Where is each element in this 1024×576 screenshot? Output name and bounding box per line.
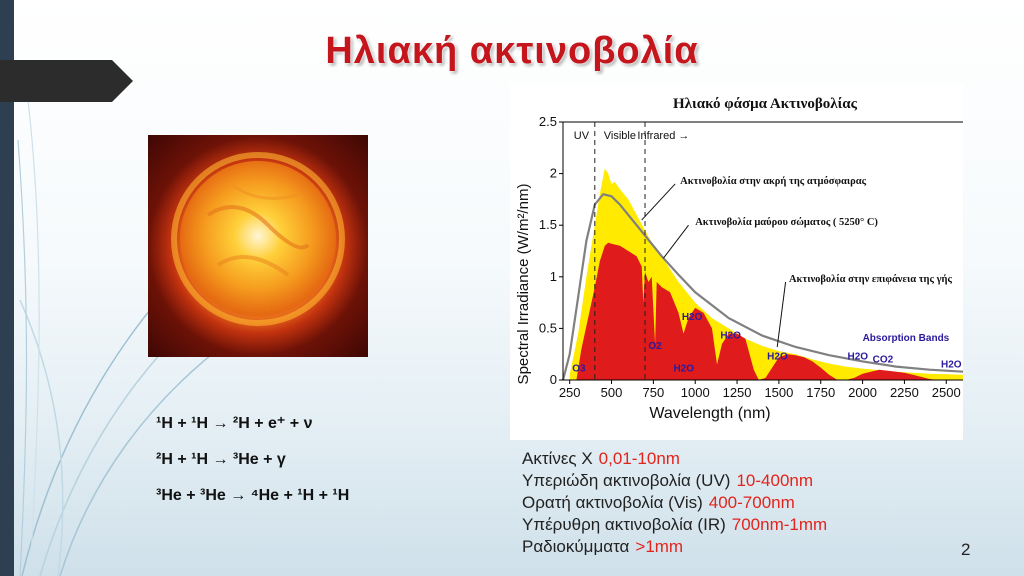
chart-annotation-3: Absorption Bands: [863, 333, 950, 344]
y-axis-label: Spectral Irradiance (W/m²/nm): [515, 184, 532, 385]
series-surface: [576, 242, 963, 380]
chart-annotation-10: H2O: [848, 351, 869, 362]
region-label: Infrared →: [637, 130, 689, 142]
chart-svg: Ηλιακό φάσμα Ακτινοβολίας UV Visible Infra…: [515, 96, 964, 422]
y-tick-label: 1.5: [539, 217, 557, 232]
radiation-ranges-list: Ακτίνες Χ 0,01-10nm Υπεριώδη ακτινοβολία …: [522, 448, 827, 558]
region-label: Visible: [604, 130, 636, 142]
x-tick-label: 1500: [764, 385, 793, 400]
left-accent-bar: [0, 0, 14, 576]
chart-annotation-8: H2O: [767, 351, 788, 362]
y-tick-label: 2: [550, 166, 557, 181]
y-tick-label: 2.5: [539, 114, 557, 129]
y-tick-label: 1: [550, 269, 557, 284]
series-blackbody-curve: [561, 192, 964, 381]
chart-annotation-11: CO2: [873, 354, 894, 365]
list-item: Ακτίνες Χ 0,01-10nm: [522, 449, 680, 468]
x-tick-label: 2000: [848, 385, 877, 400]
slide-title: Ηλιακή ακτινοβολία: [325, 30, 699, 72]
x-tick-label: 1750: [806, 385, 835, 400]
y-tick-label: 0: [550, 372, 557, 387]
sun-image: [148, 135, 368, 357]
chart-title: Ηλιακό φάσμα Ακτινοβολίας: [673, 96, 858, 112]
chart-annotation-7: H2O: [720, 331, 741, 342]
x-tick-label: 1250: [723, 385, 752, 400]
list-item: Υπεριώδη ακτινοβολία (UV) 10-400nm: [522, 471, 814, 490]
chart-annotation-9: H2O: [673, 364, 694, 375]
chart-annotation-5: O2: [648, 341, 662, 352]
chart-annotation-0: Ακτινοβολία στην ακρή της ατμόσφαιρας: [680, 175, 866, 187]
chart-annotation-6: H2O: [682, 312, 703, 323]
page-number: 2: [961, 540, 971, 559]
annotation-pointer: [663, 224, 689, 259]
chart-annotation-1: Ακτινοβολία μαύρου σώματος ( 5250° C): [695, 217, 878, 228]
title-arrow-tab: [0, 60, 133, 102]
region-label: UV: [574, 130, 590, 142]
list-item: Υπέρυθρη ακτινοβολία (IR) 700nm-1mm: [522, 515, 828, 534]
chart-annotation-4: O3: [572, 364, 586, 375]
annotation-pointer: [776, 281, 787, 348]
x-tick-label: 2250: [890, 385, 919, 400]
x-tick-label: 1000: [681, 385, 710, 400]
list-item: Ορατή ακτινοβολία (Vis) 400-700nm: [522, 493, 795, 512]
equation-1: ¹H + ¹H → ²H + e⁺ + ν: [156, 415, 313, 432]
list-item: Ραδιοκύμματα >1mm: [522, 537, 684, 556]
annotation-pointer: [641, 183, 676, 221]
x-axis-label: Wavelength (nm): [649, 405, 770, 422]
x-tick-label: 250: [559, 385, 581, 400]
x-tick-label: 2500: [932, 385, 961, 400]
y-tick-label: 0.5: [539, 320, 557, 335]
equation-2: ²H + ¹H → ³He + γ: [156, 451, 286, 468]
solar-spectrum-chart: Ηλιακό φάσμα Ακτινοβολίας UV Visible Infra…: [510, 84, 964, 440]
equation-3: ³He + ³He → ⁴He + ¹H + ¹H: [156, 487, 350, 504]
chart-annotation-2: Ακτινοβολία στην επιφάνεια της γής: [789, 273, 953, 285]
x-tick-label: 500: [601, 385, 623, 400]
x-tick-label: 750: [643, 385, 665, 400]
chart-annotation-12: H2O: [941, 360, 962, 371]
